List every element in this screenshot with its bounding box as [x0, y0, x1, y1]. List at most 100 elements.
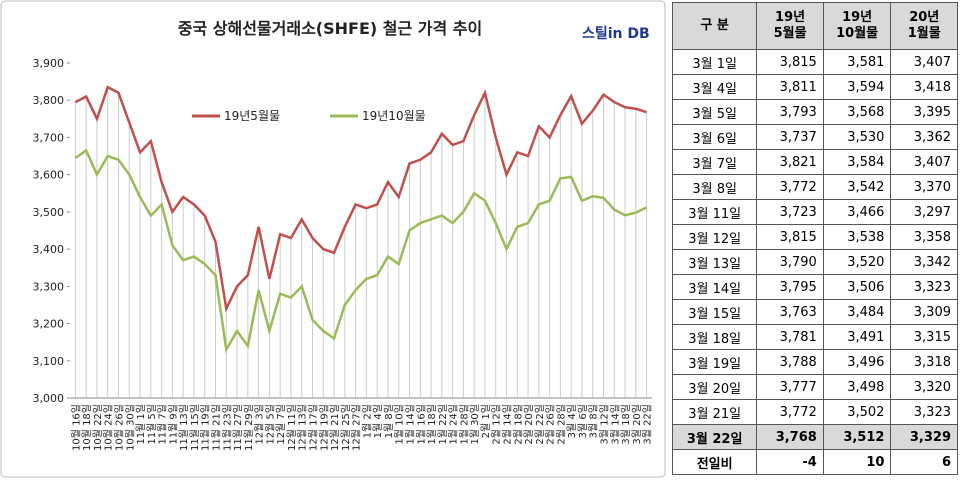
table-cell: 3,484 — [822, 299, 892, 325]
table-row: 3월 15일 3,763 3,484 3,309 — [671, 299, 958, 325]
table-cell: 3,530 — [822, 124, 892, 150]
legend-label: 19년10월물 — [362, 109, 426, 123]
series-line — [74, 85, 647, 313]
x-tick-label: 11월 5일 — [146, 404, 158, 445]
x-tick-label: 12월 3일 — [254, 404, 266, 445]
table-cell: 3월 18일 — [671, 324, 758, 350]
logo: 스틸in DB — [582, 26, 650, 42]
table-header: 구 분 19년 5월물 19년 10월물 20년 1월물 — [671, 2, 958, 50]
series-line — [74, 148, 648, 354]
table-row: 3월 1일 3,815 3,581 3,407 — [671, 49, 958, 75]
table-cell: 6 — [890, 449, 958, 475]
header-cell: 구 분 — [671, 2, 758, 50]
x-tick-label: 12월 13일 — [297, 404, 309, 451]
table-cell: 3,581 — [822, 49, 892, 75]
table-row: 3월 18일 3,781 3,491 3,315 — [671, 324, 958, 350]
table-cell: 3,821 — [756, 149, 824, 175]
table-cell: 3,498 — [822, 374, 892, 400]
x-tick-label: 1월 28일 — [458, 404, 470, 445]
x-tick-label: 1월 14일 — [405, 404, 417, 445]
table-row: 3월 14일 3,795 3,506 3,323 — [671, 274, 958, 300]
header-text: 5월물 — [773, 26, 807, 41]
table-cell: 3,407 — [890, 49, 958, 75]
table-cell: 3,318 — [890, 349, 958, 375]
table-cell: 3,768 — [756, 424, 824, 450]
table-row: 3월 8일 3,772 3,542 3,370 — [671, 174, 958, 200]
table-row: 3월 7일 3,821 3,584 3,407 — [671, 149, 958, 175]
table-row: 3월 21일 3,772 3,502 3,323 — [671, 399, 958, 425]
y-tick-label: 3,200 — [33, 318, 65, 331]
x-tick-label: 2월 12일 — [491, 404, 503, 445]
x-tick-label: 3월 18일 — [620, 404, 632, 445]
x-tick-label: 10월 26일 — [114, 404, 126, 451]
table-cell: 3,502 — [822, 399, 892, 425]
x-tick-label: 3월 8일 — [588, 404, 600, 438]
x-tick-label: 1월 18일 — [426, 404, 438, 445]
y-tick-label: 3,600 — [33, 169, 65, 182]
table-row: 3월 12일 3,815 3,538 3,358 — [671, 224, 958, 250]
header-text: 19년 — [842, 10, 873, 25]
table-cell: 3,793 — [756, 99, 824, 125]
x-tick-label: 1월 22일 — [437, 404, 449, 445]
header-cell: 20년 1월물 — [890, 2, 958, 50]
x-tick-label: 1월 16일 — [415, 404, 427, 445]
table-cell: 3월 13일 — [671, 249, 758, 275]
table-row: 전일비 -4 10 6 — [671, 449, 958, 475]
table-cell: 3,795 — [756, 274, 824, 300]
x-tick-label: 1월 4일 — [372, 404, 384, 438]
y-tick-label: 3,300 — [33, 280, 65, 293]
x-tick-label: 2월 1일 — [480, 404, 492, 438]
table-cell: 3,362 — [890, 124, 958, 150]
x-tick-label: 12월 17일 — [308, 404, 320, 451]
x-tick-label: 11월 23일 — [221, 404, 233, 451]
x-tick-label: 3월 12일 — [599, 404, 611, 445]
table-cell: 3월 14일 — [671, 274, 758, 300]
x-tick-label: 3월 14일 — [609, 404, 621, 445]
x-tick-label: 12월 27일 — [351, 404, 363, 451]
table-row: 3월 5일 3,793 3,568 3,395 — [671, 99, 958, 125]
table-cell: 3월 6일 — [671, 124, 758, 150]
table-cell: 3월 1일 — [671, 49, 758, 75]
table-cell: 3월 12일 — [671, 224, 758, 250]
table-cell: 3,781 — [756, 324, 824, 350]
table-cell: 3,395 — [890, 99, 958, 125]
table-cell: -4 — [756, 449, 824, 475]
x-tick-label: 11월 19일 — [200, 404, 212, 451]
table-cell: 3,542 — [822, 174, 892, 200]
table-cell: 3월 19일 — [671, 349, 758, 375]
y-tick-label: 3,100 — [33, 355, 65, 368]
table-cell: 3,320 — [890, 374, 958, 400]
table-row: 3월 6일 3,737 3,530 3,362 — [671, 124, 958, 150]
x-tick-label: 10월 24일 — [103, 404, 115, 451]
table-body: 3월 1일 3,815 3,581 3,407 3월 4일 3,811 3,594 3,418… — [671, 49, 958, 475]
table-cell: 3월 20일 — [671, 374, 758, 400]
x-tick-label: 2월 20일 — [523, 404, 535, 445]
table-cell: 3,772 — [756, 174, 824, 200]
header-text: 20년 — [909, 10, 940, 25]
x-tick-label: 2월 22일 — [534, 404, 546, 445]
table-cell: 3,370 — [890, 174, 958, 200]
table-cell: 3,520 — [822, 249, 892, 275]
y-tick-label: 3,500 — [33, 206, 65, 219]
x-tick-label: 10월 30일 — [124, 404, 136, 451]
header-text: 19년 — [775, 10, 806, 25]
x-tick-label: 1월 8일 — [383, 404, 395, 438]
table-cell: 3,788 — [756, 349, 824, 375]
x-tick-label: 12월 25일 — [340, 404, 352, 451]
x-tick-label: 1월 24일 — [448, 404, 460, 445]
table-cell: 3,309 — [890, 299, 958, 325]
table-cell: 3월 15일 — [671, 299, 758, 325]
x-tick-label: 11월 1일 — [135, 404, 147, 445]
table-cell: 3월 5일 — [671, 99, 758, 125]
table-row: 3월 11일 3,723 3,466 3,297 — [671, 199, 958, 225]
table-cell: 3,584 — [822, 149, 892, 175]
chart-frame — [0, 0, 666, 478]
table-cell: 3,512 — [822, 424, 892, 450]
x-tick-label: 11월 7일 — [157, 404, 169, 445]
table-cell: 3,790 — [756, 249, 824, 275]
x-tick-label: 12월 11일 — [286, 404, 298, 451]
header-row: 구 분 19년 5월물 19년 10월물 20년 1월물 — [671, 2, 958, 50]
table-cell: 3월 21일 — [671, 399, 758, 425]
y-tick-label: 3,700 — [33, 131, 65, 144]
